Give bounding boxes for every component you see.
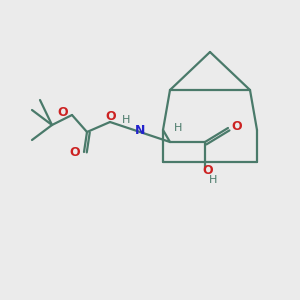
Text: H: H <box>122 115 130 125</box>
Text: O: O <box>58 106 68 119</box>
Text: H: H <box>209 175 217 185</box>
Text: O: O <box>106 110 116 122</box>
Text: H: H <box>174 123 182 133</box>
Text: O: O <box>203 164 213 176</box>
Text: O: O <box>70 146 80 160</box>
Text: O: O <box>232 121 242 134</box>
Text: N: N <box>135 124 145 136</box>
